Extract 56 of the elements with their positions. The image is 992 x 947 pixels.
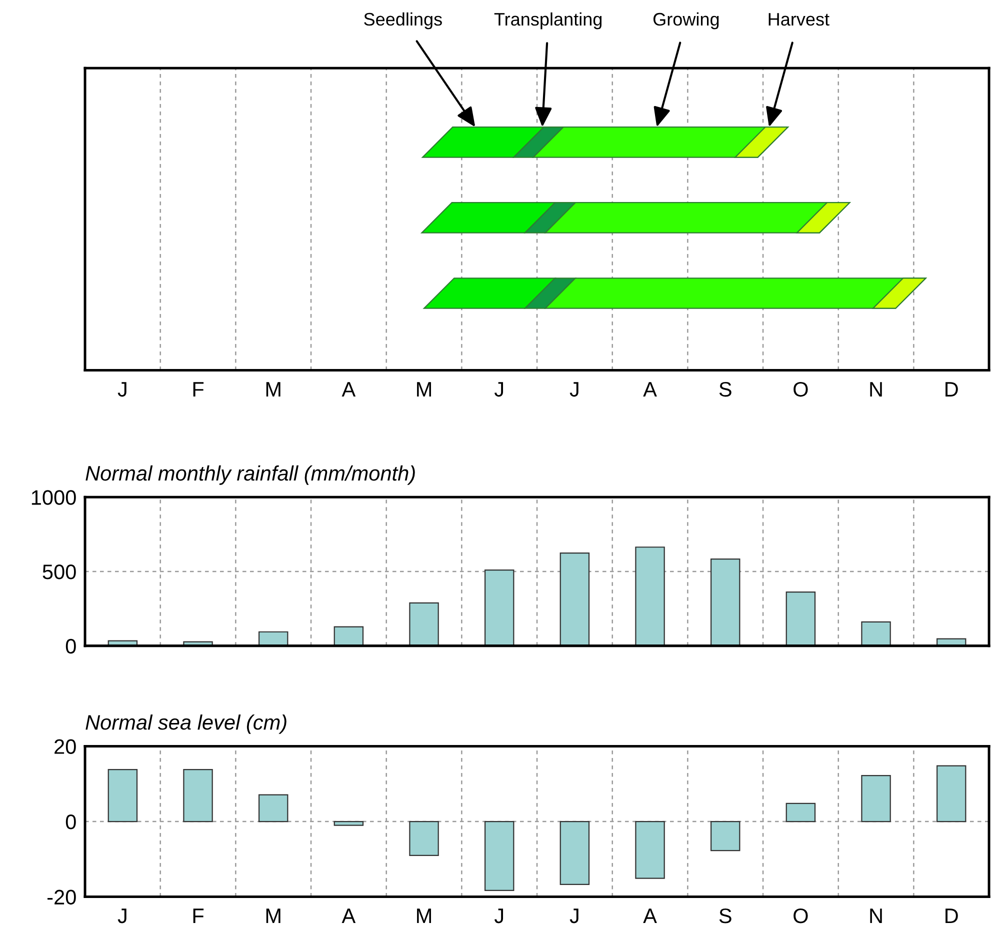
x-tick-label: N bbox=[870, 908, 882, 924]
bar bbox=[560, 552, 590, 646]
y-tick-label: 1000 bbox=[32, 490, 76, 505]
bar bbox=[108, 769, 138, 822]
x-tick-label: D bbox=[946, 908, 958, 924]
category-label: N bbox=[870, 382, 882, 396]
bar bbox=[560, 820, 590, 885]
y-tick-label: 0 bbox=[66, 814, 76, 830]
category-label: D bbox=[946, 382, 958, 396]
bar bbox=[258, 794, 288, 822]
chart-title: Normal monthly rainfall (mm/month) bbox=[86, 465, 415, 485]
category-label: S bbox=[719, 382, 732, 397]
bar bbox=[635, 820, 665, 879]
bar bbox=[484, 569, 514, 646]
category-label: M bbox=[417, 382, 431, 396]
category-label: M bbox=[266, 382, 280, 396]
bar bbox=[409, 820, 439, 856]
text: Harvest bbox=[768, 13, 830, 26]
y-tick-label: 0 bbox=[66, 638, 76, 654]
category-label: A bbox=[342, 382, 356, 396]
x-tick-label: M bbox=[266, 908, 280, 924]
category-label: A bbox=[643, 382, 657, 396]
bar bbox=[635, 546, 665, 646]
y-tick-label: 20 bbox=[54, 739, 76, 754]
x-tick-label: F bbox=[193, 908, 204, 924]
x-tick-label: M bbox=[417, 908, 431, 924]
bar bbox=[936, 765, 966, 822]
text: Transplanting bbox=[494, 12, 602, 30]
bar bbox=[786, 802, 816, 822]
bar bbox=[786, 591, 816, 646]
x-tick-label: A bbox=[342, 908, 356, 924]
x-tick-label: J bbox=[494, 908, 504, 924]
bar bbox=[409, 602, 439, 646]
category-label: J bbox=[570, 382, 578, 397]
x-tick-label: O bbox=[794, 908, 808, 924]
x-tick-label: J bbox=[570, 908, 578, 924]
bar bbox=[861, 621, 891, 646]
category-label: J bbox=[494, 382, 504, 397]
bar bbox=[484, 820, 514, 891]
category-label: J bbox=[118, 382, 126, 397]
bar bbox=[183, 769, 213, 822]
category-label: F bbox=[193, 382, 204, 396]
bar bbox=[710, 820, 740, 852]
bar bbox=[334, 820, 364, 826]
text: Seedlings bbox=[364, 12, 442, 30]
x-tick-label: J bbox=[118, 908, 126, 924]
bar bbox=[334, 626, 364, 646]
y-tick-label: -20 bbox=[48, 890, 76, 905]
category-label: O bbox=[794, 382, 808, 397]
x-tick-label: A bbox=[643, 908, 657, 924]
bar bbox=[710, 558, 740, 646]
y-tick-label: 500 bbox=[42, 564, 76, 580]
bar bbox=[861, 775, 891, 822]
chart-title: Normal sea level (cm) bbox=[86, 714, 286, 734]
x-tick-label: S bbox=[719, 908, 732, 924]
text: Growing bbox=[653, 12, 719, 30]
